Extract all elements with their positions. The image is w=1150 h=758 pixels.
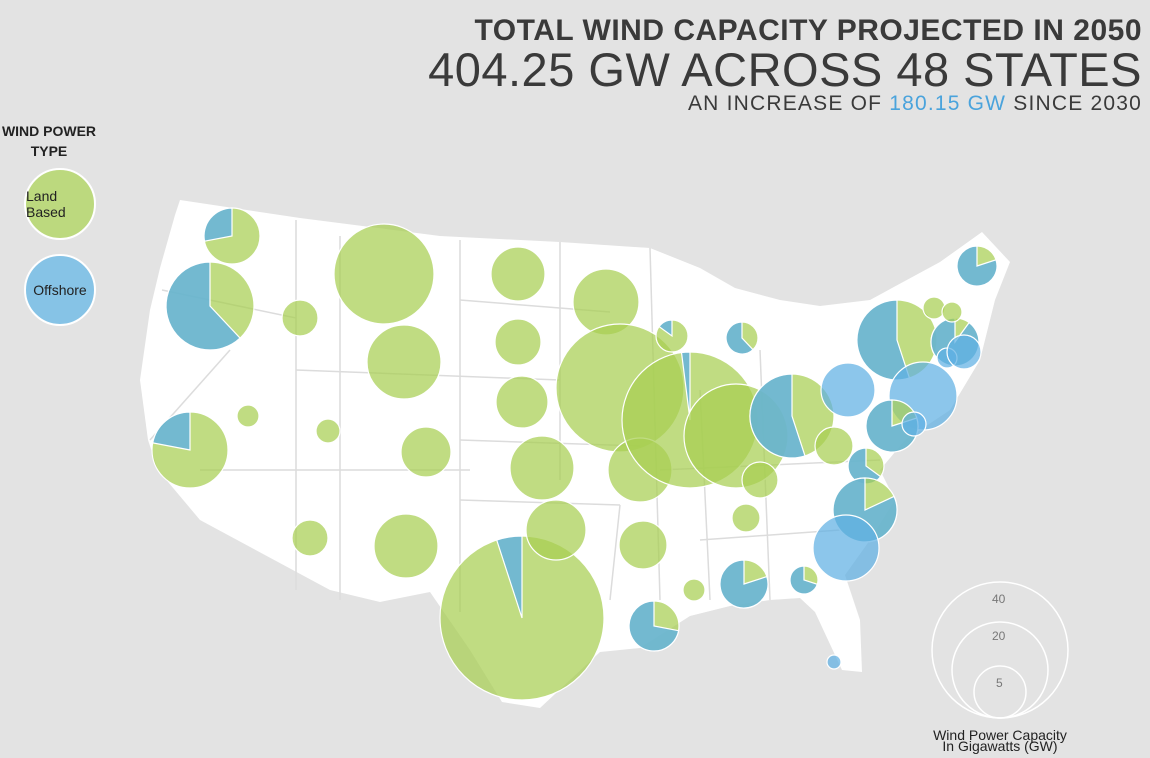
state-bubble: [525, 499, 587, 561]
state-bubble: [373, 513, 439, 579]
increase-subtitle: AN INCREASE OF 180.15 GW SINCE 2030: [688, 92, 1142, 116]
state-bubble: [814, 426, 854, 466]
state-bubble: [820, 362, 876, 418]
state-bubble: [165, 261, 255, 351]
offshore-portion: [658, 319, 673, 338]
land-based-portion: [682, 578, 706, 602]
land-based-portion: [291, 519, 329, 557]
land-based-portion: [366, 324, 442, 400]
state-bubble: [203, 207, 261, 265]
state-bubble: [725, 321, 759, 355]
land-based-portion: [814, 426, 854, 466]
state-bubble: [333, 223, 435, 325]
size-legend-label-5: 5: [996, 676, 1003, 690]
size-legend-label-20: 20: [992, 629, 1006, 643]
land-based-portion: [509, 435, 575, 501]
state-bubble: [494, 318, 542, 366]
state-capacity-bubbles: [151, 207, 998, 701]
legend-offshore: Offshore: [24, 254, 96, 326]
state-bubble: [400, 426, 452, 478]
state-bubble: [236, 404, 260, 428]
state-bubble: [366, 324, 442, 400]
land-based-portion: [400, 426, 452, 478]
size-legend-caption: Wind Power Capacity In Gigawatts (GW): [908, 727, 1092, 754]
land-based-portion: [495, 375, 549, 429]
state-bubble: [922, 296, 946, 320]
land-based-portion: [618, 520, 668, 570]
size-legend-circle-5: [973, 665, 1027, 719]
state-bubble: [281, 299, 319, 337]
land-based-portion: [525, 499, 587, 561]
state-bubble: [741, 461, 779, 499]
legend-land-based: Land Based: [24, 168, 96, 240]
state-bubble: [315, 418, 341, 444]
state-bubble: [719, 559, 769, 609]
offshore-portion: [812, 514, 880, 582]
land-based-portion: [731, 503, 761, 533]
offshore-portion: [946, 334, 982, 370]
offshore-portion: [680, 351, 691, 421]
state-bubble: [826, 654, 842, 670]
state-bubble: [847, 447, 885, 485]
state-bubble: [901, 411, 927, 437]
state-bubble: [151, 411, 229, 489]
offshore-portion: [789, 565, 819, 595]
state-bubble: [946, 334, 982, 370]
increase-prefix: AN INCREASE OF: [687, 92, 883, 115]
offshore-portion: [165, 261, 241, 351]
offshore-portion: [495, 535, 523, 619]
state-bubble: [628, 600, 680, 652]
land-based-portion: [373, 513, 439, 579]
state-bubble: [731, 503, 761, 533]
offshore-portion: [151, 411, 191, 451]
state-bubble: [789, 565, 819, 595]
land-based-portion: [236, 404, 260, 428]
state-bubble: [509, 435, 575, 501]
land-based-portion: [281, 299, 319, 337]
offshore-portion: [956, 245, 998, 287]
state-bubble: [941, 301, 963, 323]
offshore-portion: [725, 321, 754, 355]
state-bubble: [865, 399, 919, 453]
land-based-portion: [333, 223, 435, 325]
state-bubble: [956, 245, 998, 287]
land-based-portion: [941, 301, 963, 323]
increase-value: 180.15 GW: [889, 92, 1007, 115]
land-based-portion: [490, 246, 546, 302]
state-bubble: [812, 514, 880, 582]
land-based-portion: [494, 318, 542, 366]
offshore-portion: [719, 559, 769, 609]
legend-offshore-label: Offshore: [33, 282, 87, 298]
increase-suffix: SINCE 2030: [1013, 92, 1142, 115]
state-bubble: [856, 299, 938, 381]
legend-title: WIND POWER TYPE: [0, 121, 98, 161]
land-based-portion: [922, 296, 946, 320]
state-bubble: [682, 578, 706, 602]
offshore-portion: [203, 207, 233, 242]
land-based-portion: [741, 461, 779, 499]
size-legend-label-40: 40: [992, 592, 1006, 606]
legend-title-line1: WIND POWER: [1, 123, 97, 139]
state-bubble: [495, 375, 549, 429]
total-capacity-headline: 404.25 GW ACROSS 48 STATES: [428, 43, 1142, 96]
land-based-portion: [315, 418, 341, 444]
offshore-portion: [826, 654, 842, 670]
size-legend-caption-line1: Wind Power Capacity: [933, 727, 1067, 743]
legend-land-based-label: Land Based: [26, 188, 66, 220]
map-title: TOTAL WIND CAPACITY PROJECTED IN 2050: [474, 14, 1142, 47]
legend-title-line2: TYPE: [30, 143, 68, 159]
offshore-portion: [820, 362, 876, 418]
state-bubble: [291, 519, 329, 557]
offshore-portion: [901, 411, 927, 437]
offshore-portion: [628, 600, 680, 652]
offshore-portion: [749, 373, 806, 459]
state-bubble: [490, 246, 546, 302]
state-bubble: [618, 520, 668, 570]
state-bubble: [655, 319, 689, 353]
state-bubble: [439, 535, 605, 701]
state-bubble: [749, 373, 835, 459]
size-legend: [931, 581, 1069, 719]
size-legend-caption-line2: In Gigawatts (GW): [942, 738, 1058, 754]
